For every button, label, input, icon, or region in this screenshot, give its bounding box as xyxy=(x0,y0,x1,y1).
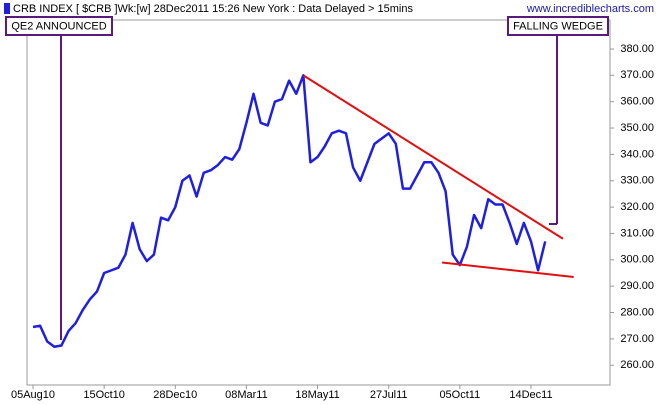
y-tick-label: 350.00 xyxy=(620,122,654,134)
y-tick-label: 270.00 xyxy=(620,333,654,345)
legend-swatch xyxy=(4,3,10,14)
annotation-box xyxy=(5,16,113,36)
y-tick-label: 280.00 xyxy=(620,306,654,318)
y-tick-label: 300.00 xyxy=(620,254,654,266)
y-tick-label: 320.00 xyxy=(620,201,654,213)
x-tick-label: 27Jul11 xyxy=(370,389,408,401)
chart-title: CRB INDEX [ $CRB ]Wk:[w] 28Dec2011 15:26… xyxy=(13,3,413,15)
x-tick-label: 28Dec10 xyxy=(153,389,197,401)
x-tick-label: 15Oct10 xyxy=(83,389,125,401)
y-tick-label: 360.00 xyxy=(620,96,654,108)
x-tick-label: 08Mar11 xyxy=(225,389,268,401)
annotation-box xyxy=(507,16,609,36)
y-tick-label: 260.00 xyxy=(620,359,654,371)
trendline xyxy=(302,74,564,240)
plot-frame xyxy=(26,19,611,386)
y-tick-label: 290.00 xyxy=(620,280,654,292)
trendline xyxy=(441,261,574,278)
annotation: QE2 ANNOUNCED xyxy=(11,20,106,32)
y-tick-label: 330.00 xyxy=(620,175,654,187)
y-tick-label: 380.00 xyxy=(620,43,654,55)
annotation: FALLING WEDGE xyxy=(513,20,603,32)
y-tick-label: 310.00 xyxy=(620,227,654,239)
x-tick-label: 05Aug10 xyxy=(11,389,55,401)
source: www.incrediblecharts.com xyxy=(526,3,654,15)
x-tick-label: 18May11 xyxy=(295,389,339,401)
y-tick-label: 340.00 xyxy=(620,148,654,160)
x-tick-label: 05Oct11 xyxy=(439,389,480,401)
y-tick-label: 370.00 xyxy=(620,69,654,81)
x-tick-label: 14Dec11 xyxy=(509,389,552,401)
